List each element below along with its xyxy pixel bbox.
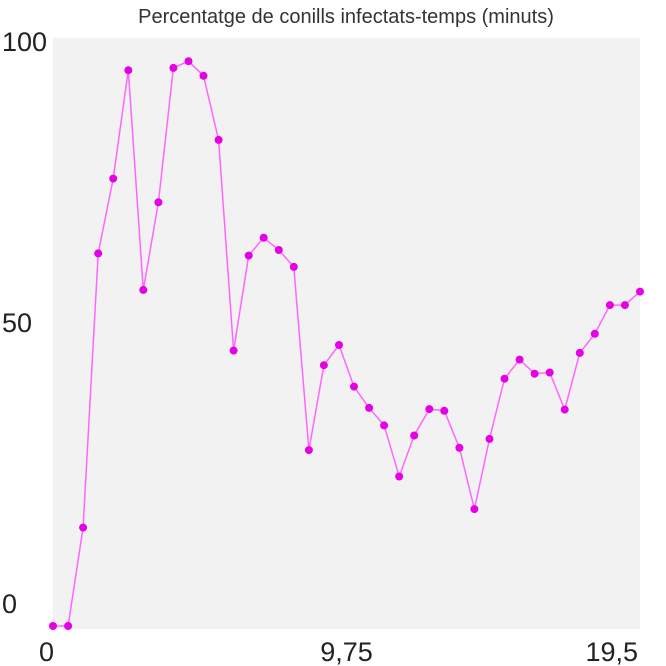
data-point [380,421,389,430]
data-point [229,346,238,355]
data-point [560,405,569,414]
data-point [94,249,103,258]
data-point [169,63,178,72]
data-point [440,406,449,415]
series-points [49,57,644,630]
y-axis-ticks: 0 50 100 [2,27,47,619]
data-point [605,301,614,310]
data-point [545,368,554,377]
data-point [274,246,283,254]
data-point [319,361,328,370]
data-point [515,355,524,364]
data-point [350,382,358,391]
data-point [500,374,509,383]
x-axis-ticks: 0 9,75 19,5 [39,637,638,666]
data-point [49,622,57,630]
data-point [289,262,298,271]
data-point [365,403,374,412]
y-tick-label: 50 [2,308,32,338]
plot-area [53,38,640,629]
data-point [109,174,118,183]
data-point [335,341,343,349]
data-point [575,348,584,357]
y-tick-label: 0 [2,589,17,619]
data-point [470,505,479,514]
y-tick-label: 100 [2,27,47,57]
data-point [184,57,193,66]
data-point [79,523,88,532]
data-point [636,287,644,296]
chart-title: Percentatge de conills infectats-temps (… [138,6,554,28]
data-point [64,622,73,630]
data-point [199,71,208,80]
data-point [154,198,163,207]
data-point [425,405,434,414]
x-tick-label: 0 [39,637,54,666]
data-point [530,369,539,378]
data-point [590,329,599,338]
data-point [124,66,133,75]
data-point [410,431,419,440]
data-point [244,251,253,260]
series-line [53,60,641,627]
data-point [620,301,629,310]
data-point [455,443,464,452]
data-point [214,135,223,144]
data-point [304,446,313,455]
data-point [485,434,494,443]
x-tick-label: 9,75 [320,637,373,666]
data-point [259,233,268,242]
data-point [395,472,404,481]
x-tick-label: 19,5 [585,637,638,666]
data-point [139,285,148,294]
